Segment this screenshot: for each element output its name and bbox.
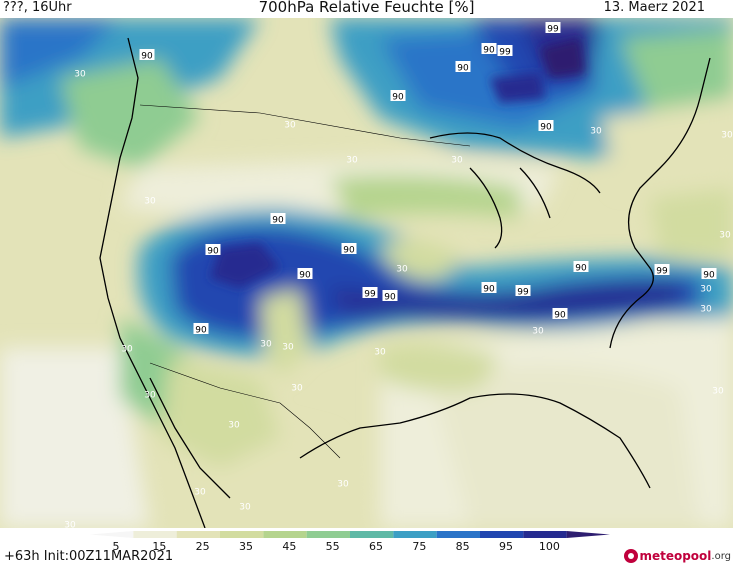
map-label-bg bbox=[362, 287, 378, 298]
map-label-bg bbox=[552, 308, 568, 319]
footer: 5 15 25 35 45 55 65 75 85 95 100 +63h Init:00Z11MA… bbox=[0, 528, 733, 566]
contour-label: 30 bbox=[144, 197, 156, 207]
contour-label: 30 bbox=[721, 131, 733, 141]
contour-label: 90 bbox=[392, 93, 404, 103]
map-label-bg bbox=[545, 22, 561, 33]
run-info: +63h Init:00Z11MAR2021 bbox=[4, 549, 174, 564]
colorbar-tick-label: 65 bbox=[369, 540, 383, 552]
map-label-bg bbox=[390, 90, 406, 101]
map-label-bg bbox=[497, 45, 513, 56]
contour-label: 30 bbox=[64, 521, 76, 529]
contour-label: 90 bbox=[299, 271, 311, 281]
map-label-bg bbox=[481, 43, 497, 54]
contour-label: 30 bbox=[700, 305, 712, 315]
contour-label: 90 bbox=[384, 293, 396, 303]
contour-label: 90 bbox=[483, 285, 495, 295]
contour-label: 30 bbox=[194, 488, 206, 498]
contour-label: 30 bbox=[719, 231, 731, 241]
contour-label: 30 bbox=[712, 387, 724, 397]
contour-label: 30 bbox=[284, 121, 296, 131]
colorbar-tick-label: 55 bbox=[326, 540, 340, 552]
contour-label: 90 bbox=[207, 247, 219, 257]
map-label-bg bbox=[515, 285, 531, 296]
colorbar-tick-label: 45 bbox=[282, 540, 296, 552]
colorbar-swatch bbox=[393, 531, 437, 538]
map-label-bg bbox=[341, 243, 357, 254]
map-label-bg bbox=[481, 282, 497, 293]
colorbar-tick-label: 5 bbox=[113, 540, 120, 552]
map-title: 700hPa Relative Feuchte [%] bbox=[258, 0, 475, 16]
colorbar-swatch bbox=[566, 531, 610, 538]
map-label-bg bbox=[382, 290, 398, 301]
humidity-map: 90 99 90 99 30 90 90 90 30 30 30 30 30 90 90 90 30 30 90 99… bbox=[0, 18, 733, 528]
logo-suffix: .org bbox=[711, 550, 731, 562]
contour-label: 90 bbox=[272, 216, 284, 226]
contour-label: 90 bbox=[343, 246, 355, 256]
colorbar-swatch bbox=[90, 531, 134, 538]
colorbar-swatch bbox=[350, 531, 394, 538]
contour-label: 99 bbox=[656, 267, 668, 277]
colorbar-swatch bbox=[133, 531, 177, 538]
colorbar-swatch bbox=[263, 531, 307, 538]
contour-label: 30 bbox=[144, 391, 156, 401]
contour-label: 90 bbox=[457, 64, 469, 74]
logo: meteopool .org bbox=[623, 546, 731, 566]
contour-label: 90 bbox=[554, 311, 566, 321]
map-label-bg bbox=[193, 323, 209, 334]
colorbar-tick-label: 25 bbox=[196, 540, 210, 552]
contour-label: 90 bbox=[483, 46, 495, 56]
contour-label: 99 bbox=[517, 288, 529, 298]
contour-label: 90 bbox=[703, 271, 715, 281]
contour-label: 90 bbox=[141, 52, 153, 62]
map-label-bg bbox=[573, 261, 589, 272]
contour-label: 30 bbox=[451, 156, 463, 166]
contour-label: 30 bbox=[282, 343, 294, 353]
contour-label: 99 bbox=[364, 290, 376, 300]
contour-label: 30 bbox=[590, 127, 602, 137]
header: ???, 16Uhr 700hPa Relative Feuchte [%] 1… bbox=[0, 0, 733, 18]
map-label-bg bbox=[701, 268, 717, 279]
colorbar-tick-label: 95 bbox=[499, 540, 513, 552]
contour-label: 30 bbox=[337, 480, 349, 490]
colorbar-tick-label: 15 bbox=[152, 540, 166, 552]
contour-label: 30 bbox=[121, 345, 133, 355]
colorbar-tick-label: 35 bbox=[239, 540, 253, 552]
colorbar-swatch bbox=[176, 531, 220, 538]
contour-label: 90 bbox=[195, 326, 207, 336]
contour-label: 30 bbox=[239, 503, 251, 513]
colorbar-swatch bbox=[220, 531, 264, 538]
contour-label: 30 bbox=[74, 70, 86, 80]
contour-label: 30 bbox=[532, 327, 544, 337]
contour-label: 90 bbox=[540, 123, 552, 133]
logo-icon bbox=[624, 549, 639, 563]
colorbar-tick-label: 85 bbox=[456, 540, 470, 552]
colorbar-swatch bbox=[436, 531, 480, 538]
contour-label: 30 bbox=[346, 156, 358, 166]
map-label-bg bbox=[538, 120, 554, 131]
colorbar-swatch bbox=[523, 531, 567, 538]
map-label-bg bbox=[205, 244, 221, 255]
contour-label: 30 bbox=[228, 421, 240, 431]
map-label-bg bbox=[270, 213, 286, 224]
colorbar-tick-label: 100 bbox=[539, 540, 560, 552]
colorbar-swatch bbox=[480, 531, 524, 538]
contour-label: 90 bbox=[575, 264, 587, 274]
map-label-bg bbox=[654, 264, 670, 275]
map-label-bg bbox=[297, 268, 313, 279]
contour-label: 30 bbox=[374, 348, 386, 358]
map-label-bg bbox=[139, 49, 155, 60]
contour-label: 30 bbox=[396, 265, 408, 275]
colorbar: 5 15 25 35 45 55 65 75 85 95 100 bbox=[90, 531, 610, 552]
map-label-bg bbox=[455, 61, 471, 72]
contour-label: 30 bbox=[291, 384, 303, 394]
contour-label: 30 bbox=[700, 285, 712, 295]
valid-date: 13. Maerz 2021 bbox=[603, 0, 705, 15]
contour-label: 30 bbox=[260, 340, 272, 350]
contour-label: 99 bbox=[547, 25, 559, 35]
valid-time: ???, 16Uhr bbox=[3, 0, 72, 15]
logo-name: meteopool bbox=[639, 549, 712, 563]
colorbar-swatch bbox=[306, 531, 350, 538]
colorbar-tick-label: 75 bbox=[412, 540, 426, 552]
contour-label: 99 bbox=[499, 48, 511, 58]
